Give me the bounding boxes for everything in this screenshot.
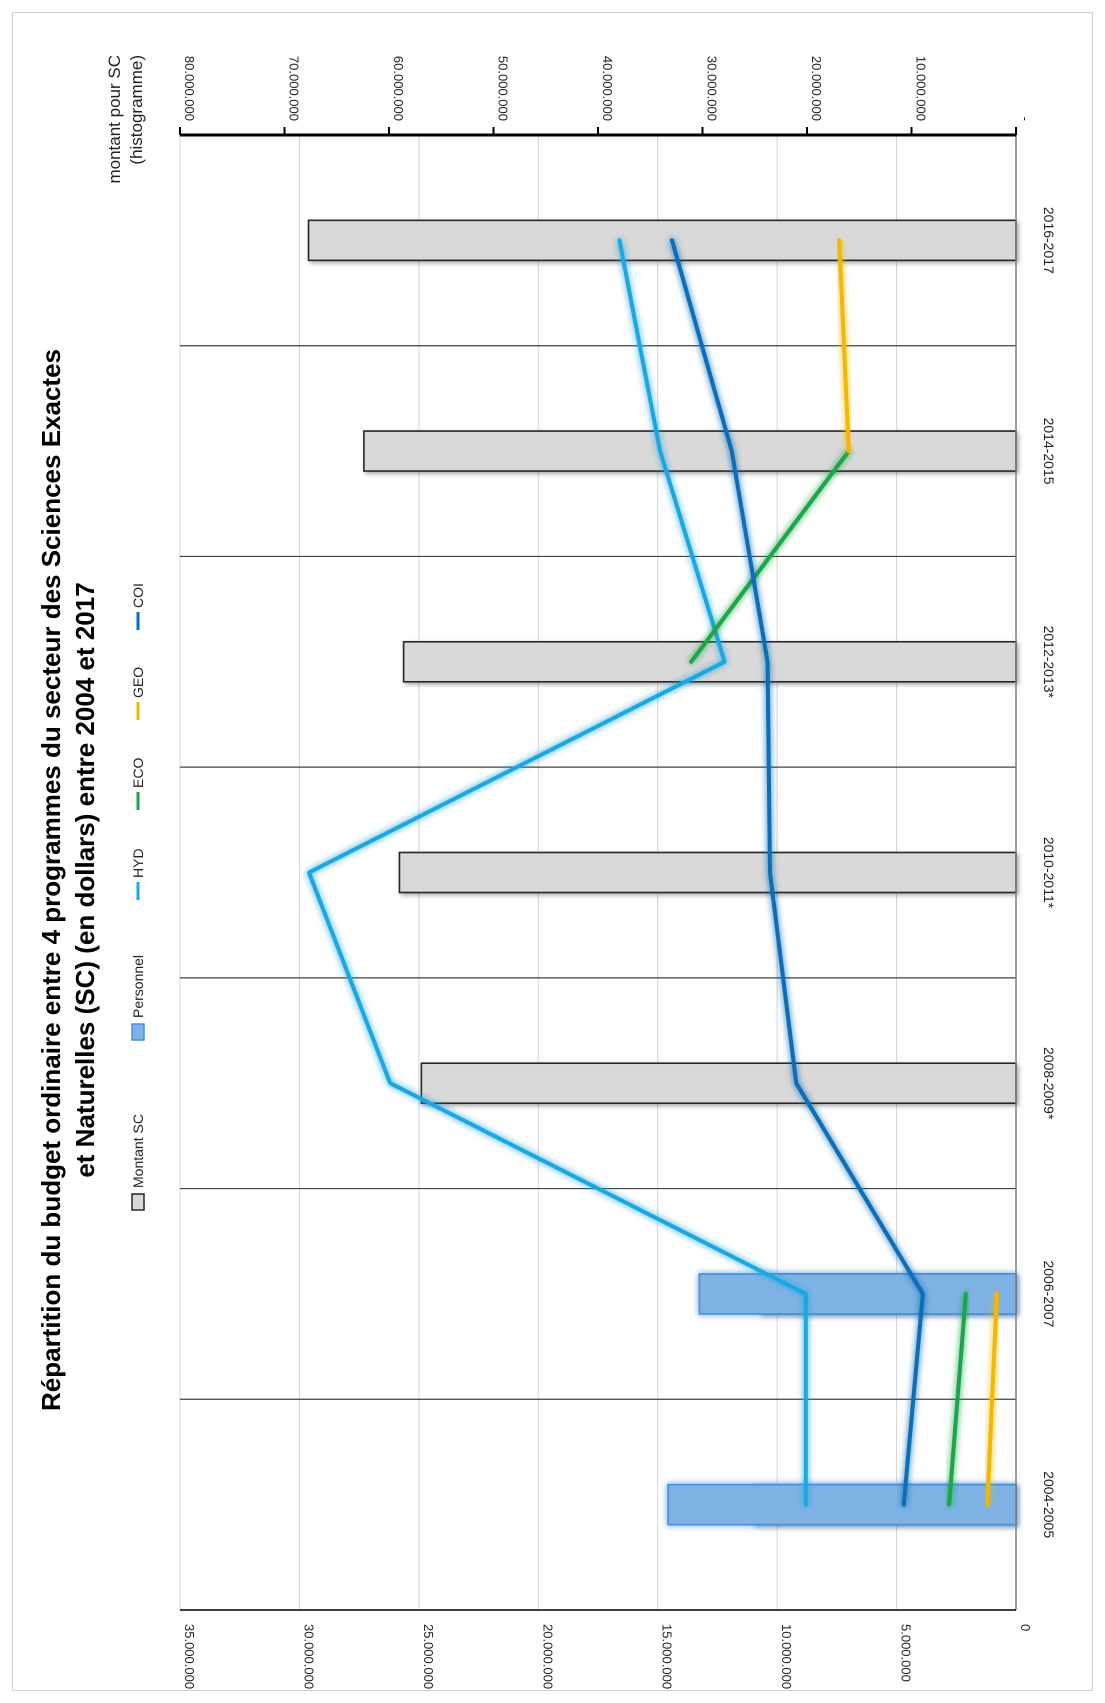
legend-item-geo: GEO [130, 667, 146, 720]
left-axis-tick-label: 30.000.000 [301, 1624, 316, 1689]
right-axis-tick-label: 40.000.000 [600, 56, 615, 121]
left-axis-tick-label: 0 [1018, 1624, 1033, 1631]
chart-title: et Naturelles (SC) (en dollars) entre 20… [70, 582, 100, 1177]
bar-montant-sc-4 [402, 640, 1017, 683]
bar-montant-sc-5 [363, 430, 1017, 472]
legend-item-coi: COI [130, 583, 146, 630]
bar-layer [307, 219, 1017, 1526]
bar-montant-sc-2 [420, 1062, 1017, 1105]
right-axis-tick-label: 70.000.000 [287, 56, 302, 121]
right-axis-tick-label: 80.000.000 [182, 56, 197, 121]
chart-title: Répartition du budget ordinaire entre 4 … [36, 349, 66, 1411]
legend-item-montant-sc: Montant SC [130, 1114, 146, 1211]
chart-frame [12, 12, 1093, 1691]
legend-label: ECO [130, 758, 146, 788]
series-line-hyd [306, 238, 808, 1507]
axis-layer [179, 127, 1017, 1611]
bar-montant-sc-6 [307, 219, 1017, 262]
left-axis-tick-label: 20.000.000 [540, 1624, 555, 1689]
legend-item-hyd: HYD [130, 848, 146, 900]
legend-label: COI [130, 583, 146, 608]
right-axis-title: (histogramme) [127, 55, 146, 165]
line-layer [306, 238, 999, 1507]
category-label: 2016-2017 [1041, 207, 1057, 274]
series-line-eco-1 [689, 449, 851, 664]
bar-personnel-0 [667, 1483, 1017, 1526]
legend-label: Personnel [130, 955, 146, 1018]
left-axis-tick-label: 5.000.000 [899, 1624, 914, 1682]
right-axis-tick-label: 30.000.000 [705, 56, 720, 121]
legend-label: Montant SC [130, 1114, 146, 1188]
category-label: 2006-2007 [1041, 1260, 1057, 1327]
right-axis-tick-label: 60.000.000 [391, 56, 406, 121]
legend-swatch [131, 1023, 145, 1041]
right-axis-title: montant pour SC [105, 55, 124, 184]
series-line-geo-1 [837, 238, 851, 454]
legend-swatch [131, 1193, 145, 1211]
series-line-geo-0 [985, 1291, 999, 1507]
grid-layer [179, 135, 1016, 1610]
right-axis-tick-label: 20.000.000 [809, 56, 824, 121]
bar-montant-sc-3 [398, 851, 1017, 894]
left-axis-tick-label: 35.000.000 [182, 1624, 197, 1689]
left-axis-tick-label: 10.000.000 [779, 1624, 794, 1689]
legend-label: HYD [130, 848, 146, 878]
bar-personnel-1 [698, 1273, 1017, 1315]
text-layer: - 10.000.000 20.000.000 30.000.000 40.000.00… [36, 55, 1057, 1689]
left-axis-tick-label: 25.000.000 [421, 1624, 436, 1689]
category-label: 2012-2013* [1041, 626, 1057, 699]
category-label: 2010-2011* [1041, 837, 1057, 909]
category-label: 2004-2005 [1041, 1471, 1057, 1538]
legend-item-eco: ECO [130, 758, 146, 810]
right-axis-tick-label: 10.000.000 [914, 56, 929, 121]
series-line-coi [670, 238, 925, 1507]
legend-item-personnel: Personnel [130, 955, 146, 1041]
series-line-eco-0 [947, 1291, 968, 1507]
category-label: 2008-2009* [1041, 1047, 1057, 1120]
category-label: 2014-2015 [1041, 418, 1057, 485]
legend-label: GEO [130, 667, 146, 698]
left-axis-tick-label: 15.000.000 [660, 1624, 675, 1689]
right-axis-tick-label: - [1018, 117, 1033, 121]
right-axis-tick-label: 50.000.000 [496, 56, 511, 121]
